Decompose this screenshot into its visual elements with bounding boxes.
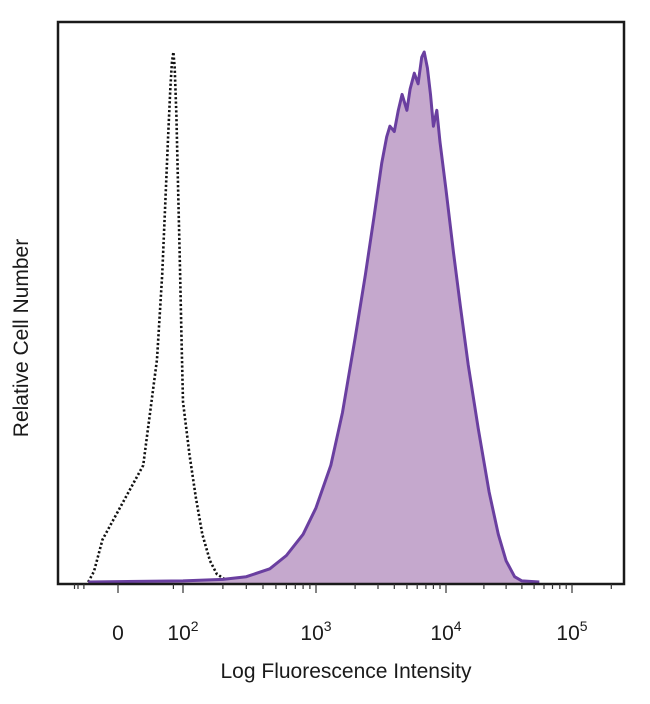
- minor-ticks: [73, 584, 612, 593]
- x-tick-label: 0: [112, 622, 124, 645]
- x-axis-title: Log Fluorescence Intensity: [221, 660, 472, 683]
- x-tick-label: 104: [430, 618, 461, 645]
- series-0-line: [87, 50, 237, 584]
- x-tick-label: 102: [167, 618, 198, 645]
- x-tick-label: 103: [300, 618, 331, 645]
- series-layer: [87, 50, 540, 584]
- x-tick-labels: 0 102 103 104 105: [112, 618, 588, 645]
- plot-frame: [56, 20, 626, 586]
- x-tick-label: 105: [556, 618, 587, 645]
- series-1-area: [88, 52, 540, 583]
- y-axis-title: Relative Cell Number: [10, 239, 33, 437]
- series-1-line: [88, 50, 540, 584]
